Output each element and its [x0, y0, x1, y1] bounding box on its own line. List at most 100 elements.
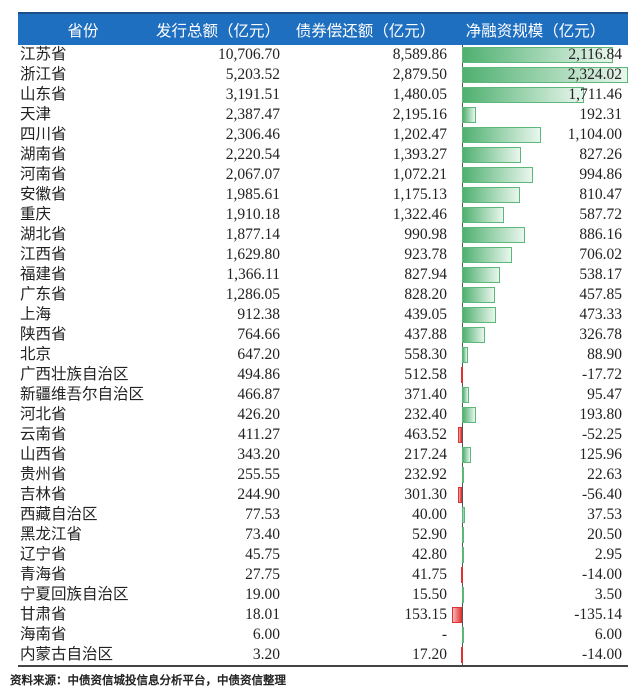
net-financing-cell: 3.50 — [447, 585, 628, 605]
net-financing-cell: 587.72 — [447, 205, 628, 225]
net-financing-value: 587.72 — [579, 206, 622, 223]
positive-data-bar — [462, 547, 464, 563]
positive-data-bar — [462, 47, 614, 63]
table-row: 浙江省 5,203.52 2,879.50 2,324.02 — [18, 65, 628, 85]
net-financing-cell: 457.85 — [447, 285, 628, 305]
province-cell: 山东省 — [20, 86, 67, 103]
net-financing-cell: -14.00 — [447, 645, 628, 665]
issue-total-cell: 411.27 — [237, 426, 280, 443]
table-row: 山西省 343.20 217.24 125.96 — [18, 445, 628, 465]
net-financing-value: -14.00 — [581, 566, 622, 583]
repayment-cell: 52.90 — [412, 526, 447, 543]
net-financing-cell: 95.47 — [447, 385, 628, 405]
table-row: 四川省 2,306.46 1,202.47 1,104.00 — [18, 125, 628, 145]
net-financing-cell: 1,711.46 — [447, 85, 628, 105]
issue-total-cell: 19.00 — [245, 586, 280, 603]
net-financing-cell: 88.90 — [447, 345, 628, 365]
table-row: 河北省 426.20 232.40 193.80 — [18, 405, 628, 425]
table-body: 江苏省 10,706.70 8,589.86 2,116.84 浙江省 5,203.52 2… — [18, 45, 628, 667]
table-row: 青海省 27.75 41.75 -14.00 — [18, 565, 628, 585]
table-row: 西藏自治区 77.53 40.00 37.53 — [18, 505, 628, 525]
province-cell: 山西省 — [20, 446, 67, 463]
net-financing-value: 192.31 — [579, 106, 622, 123]
repayment-cell: 153.15 — [404, 606, 447, 623]
positive-data-bar — [462, 167, 534, 183]
net-financing-cell: 22.63 — [447, 465, 628, 485]
net-financing-value: 193.80 — [579, 406, 622, 423]
repayment-cell: 17.20 — [412, 646, 447, 663]
issue-total-cell: 5,203.52 — [225, 66, 280, 83]
repayment-cell: 40.00 — [412, 506, 447, 523]
province-cell: 西藏自治区 — [20, 506, 98, 523]
net-financing-value: 810.47 — [579, 186, 622, 203]
net-financing-value: 2,324.02 — [567, 66, 622, 83]
positive-data-bar — [462, 507, 465, 523]
province-cell: 黑龙江省 — [20, 526, 83, 543]
net-financing-cell: 810.47 — [447, 185, 628, 205]
repayment-cell: 15.50 — [412, 586, 447, 603]
issue-total-cell: 45.75 — [245, 546, 280, 563]
negative-data-bar — [458, 427, 462, 443]
net-financing-value: 2.95 — [594, 546, 622, 563]
province-cell: 云南省 — [20, 426, 67, 443]
net-financing-value: -17.72 — [581, 366, 622, 383]
positive-data-bar — [462, 527, 464, 543]
net-financing-cell: 706.02 — [447, 245, 628, 265]
table-row: 宁夏回族自治区 19.00 15.50 3.50 — [18, 585, 628, 605]
net-financing-value: 3.50 — [594, 586, 622, 603]
positive-data-bar — [462, 327, 486, 343]
province-cell: 青海省 — [20, 566, 67, 583]
net-financing-value: -56.40 — [581, 486, 622, 503]
issue-total-cell: 764.66 — [237, 326, 280, 343]
province-cell: 贵州省 — [20, 466, 67, 483]
table-row: 辽宁省 45.75 42.80 2.95 — [18, 545, 628, 565]
issue-total-cell: 10,706.70 — [218, 46, 280, 63]
net-financing-value: 1,104.00 — [567, 126, 622, 143]
province-cell: 浙江省 — [20, 66, 67, 83]
province-cell: 安徽省 — [20, 186, 67, 203]
issue-total-cell: 73.40 — [245, 526, 280, 543]
issue-total-cell: 912.38 — [237, 306, 280, 323]
issue-total-cell: 3,191.51 — [225, 86, 280, 103]
negative-data-bar — [457, 487, 462, 503]
net-financing-cell: -14.00 — [447, 565, 628, 585]
province-cell: 广东省 — [20, 286, 67, 303]
net-financing-cell: 886.16 — [447, 225, 628, 245]
province-cell: 新疆维吾尔自治区 — [20, 386, 145, 403]
table-row: 山东省 3,191.51 1,480.05 1,711.46 — [18, 85, 628, 105]
repayment-cell: 42.80 — [412, 546, 447, 563]
province-cell: 上海 — [20, 306, 52, 323]
net-financing-value: 326.78 — [579, 326, 622, 343]
issue-total-cell: 77.53 — [245, 506, 280, 523]
province-cell: 江苏省 — [20, 46, 67, 63]
positive-data-bar — [462, 67, 628, 83]
net-financing-value: 2,116.84 — [568, 46, 622, 63]
positive-data-bar — [462, 627, 464, 643]
negative-data-bar — [460, 367, 463, 383]
net-financing-cell: 20.50 — [447, 525, 628, 545]
province-cell: 四川省 — [20, 126, 67, 143]
net-financing-value: 827.26 — [579, 146, 622, 163]
table-row: 湖北省 1,877.14 990.98 886.16 — [18, 225, 628, 245]
positive-data-bar — [462, 87, 585, 103]
net-financing-value: 88.90 — [587, 346, 622, 363]
repayment-cell: 217.24 — [404, 446, 447, 463]
net-financing-cell: 6.00 — [447, 625, 628, 645]
province-cell: 海南省 — [20, 626, 67, 643]
net-financing-cell: 473.33 — [447, 305, 628, 325]
source-note: 资料来源：中债资信城投信息分析平台，中债资信整理 — [10, 673, 286, 687]
positive-data-bar — [462, 207, 504, 223]
repayment-cell: 371.40 — [404, 386, 447, 403]
negative-data-bar — [461, 567, 463, 583]
table-row: 湖南省 2,220.54 1,393.27 827.26 — [18, 145, 628, 165]
issue-total-cell: 1,985.61 — [225, 186, 280, 203]
province-cell: 辽宁省 — [20, 546, 67, 563]
province-cell: 湖南省 — [20, 146, 67, 163]
net-financing-value: -52.25 — [581, 426, 622, 443]
table-row: 福建省 1,366.11 827.94 538.17 — [18, 265, 628, 285]
issue-total-cell: 2,220.54 — [225, 146, 280, 163]
issue-total-cell: 1,629.80 — [225, 246, 280, 263]
repayment-cell: - — [441, 626, 447, 643]
net-financing-value: 22.63 — [587, 466, 622, 483]
positive-data-bar — [462, 247, 513, 263]
